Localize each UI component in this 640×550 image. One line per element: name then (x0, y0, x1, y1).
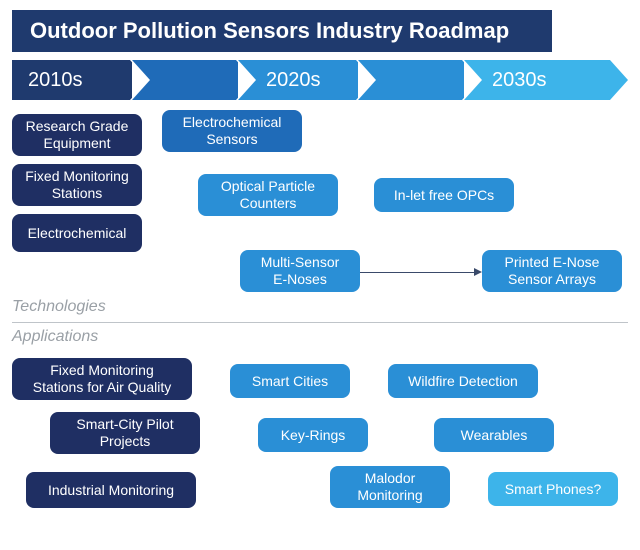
node-wildfire: Wildfire Detection (388, 364, 538, 398)
section-label-technologies: Technologies (12, 298, 106, 316)
timeline: 2010s 2020s 2030s (12, 60, 628, 100)
node-electrochemical: Electrochemical (12, 214, 142, 252)
node-industrial-mon: Industrial Monitoring (26, 472, 196, 508)
node-optical-counters: Optical ParticleCounters (198, 174, 338, 216)
node-fixed-aq: Fixed MonitoringStations for Air Quality (12, 358, 192, 400)
node-smart-city-pilot: Smart-City PilotProjects (50, 412, 200, 454)
node-research-grade: Research GradeEquipment (12, 114, 142, 156)
timeline-segment-3 (358, 60, 462, 100)
timeline-label: 2010s (28, 69, 83, 92)
section-label-applications: Applications (12, 328, 98, 346)
timeline-segment-2: 2020s (238, 60, 356, 100)
timeline-label: 2020s (266, 69, 321, 92)
node-electrochem-sensors: ElectrochemicalSensors (162, 110, 302, 152)
node-wearables: Wearables (434, 418, 554, 452)
arrow-enose (360, 272, 476, 273)
node-fixed-stations: Fixed MonitoringStations (12, 164, 142, 206)
node-malodor: MalodorMonitoring (330, 466, 450, 508)
arrow-enose-head (474, 268, 482, 276)
node-smart-phones: Smart Phones? (488, 472, 618, 506)
node-smart-cities: Smart Cities (230, 364, 350, 398)
node-printed-enose: Printed E-NoseSensor Arrays (482, 250, 622, 292)
timeline-segment-0: 2010s (12, 60, 130, 100)
roadmap-title: Outdoor Pollution Sensors Industry Roadm… (12, 10, 552, 52)
node-inlet-free-opcs: In-let free OPCs (374, 178, 514, 212)
roadmap-canvas: Technologies Applications Research Grade… (12, 110, 628, 550)
node-multi-enoses: Multi-SensorE-Noses (240, 250, 360, 292)
section-divider (12, 322, 628, 323)
timeline-segment-4: 2030s (464, 60, 610, 100)
node-key-rings: Key-Rings (258, 418, 368, 452)
timeline-segment-1 (132, 60, 236, 100)
timeline-label: 2030s (492, 69, 547, 92)
